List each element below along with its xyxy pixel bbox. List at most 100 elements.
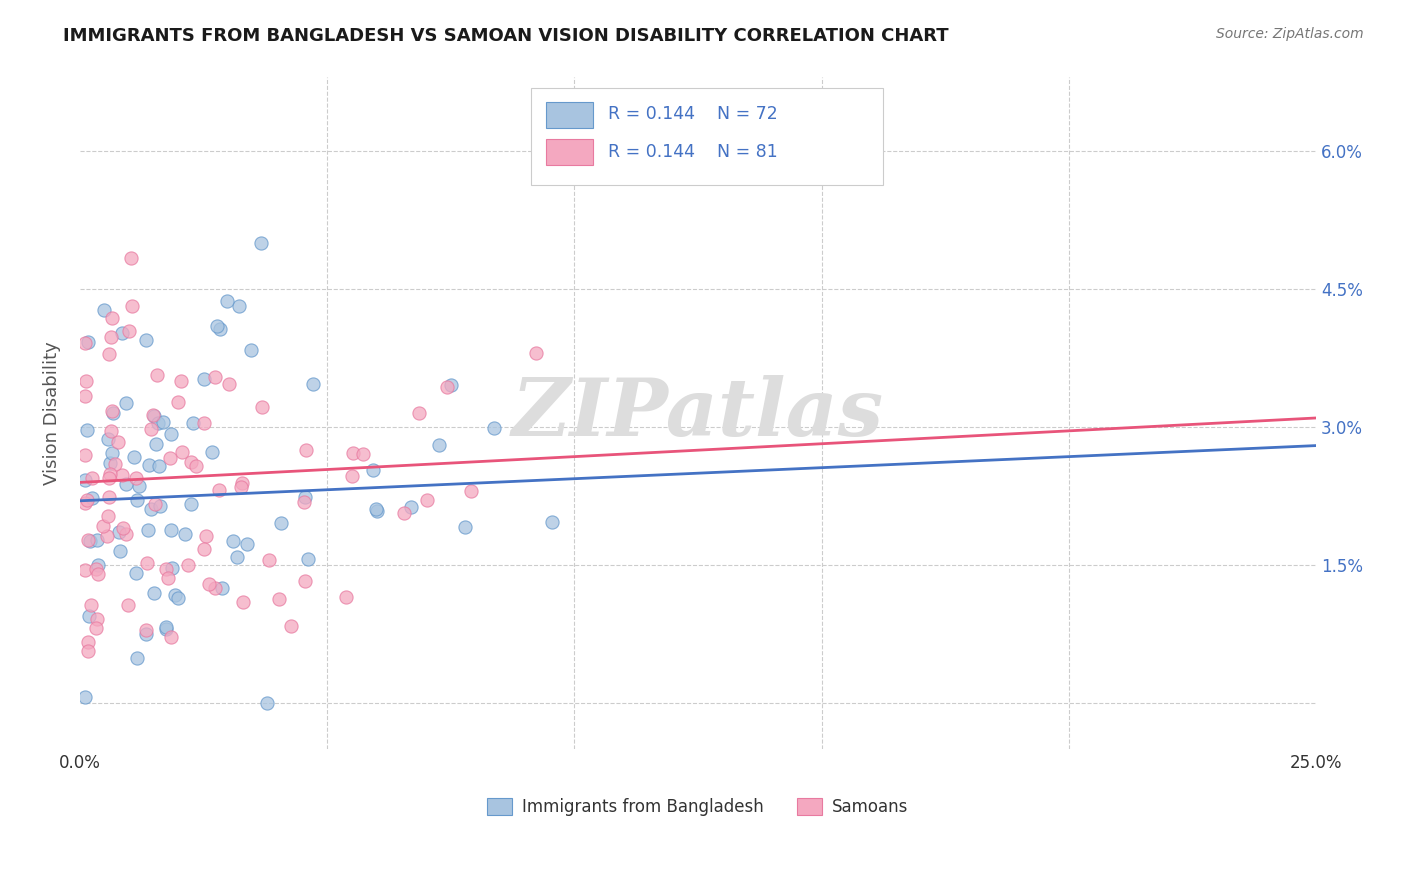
Text: R = 0.144    N = 81: R = 0.144 N = 81 [607, 143, 778, 161]
Point [135, 624, 157, 638]
Point [170, 444, 193, 458]
Point [101, 406, 124, 420]
Point [460, 484, 482, 499]
Point [294, 574, 316, 588]
Point [250, 401, 273, 415]
Point [193, 541, 215, 556]
Point [208, 483, 231, 498]
FancyBboxPatch shape [546, 103, 593, 128]
Point [257, 552, 280, 566]
Point [270, 516, 292, 530]
Point [80, 598, 103, 612]
Point [98, 456, 121, 470]
Point [146, 368, 169, 383]
Point [111, 521, 134, 535]
Point [76, 492, 98, 507]
Point [174, 527, 197, 541]
Point [79, 534, 101, 549]
Point [135, 627, 157, 641]
Point [165, 588, 187, 602]
Point [101, 446, 124, 460]
Point [86, 612, 108, 626]
Point [73, 690, 96, 704]
FancyBboxPatch shape [531, 87, 883, 185]
Point [107, 525, 129, 540]
Point [177, 558, 200, 573]
Point [127, 492, 149, 507]
Text: Source: ZipAtlas.com: Source: ZipAtlas.com [1216, 27, 1364, 41]
Point [294, 490, 316, 504]
Point [302, 376, 325, 391]
Point [111, 326, 134, 340]
Point [82, 471, 104, 485]
Point [136, 523, 159, 537]
Point [80, 491, 103, 505]
Point [75, 374, 97, 388]
Point [297, 551, 319, 566]
Point [86, 558, 108, 573]
Point [138, 458, 160, 472]
Point [141, 501, 163, 516]
Point [128, 479, 150, 493]
Point [117, 598, 139, 612]
Point [155, 562, 177, 576]
Point [84, 562, 107, 576]
Point [236, 537, 259, 551]
Point [139, 422, 162, 436]
Point [181, 417, 204, 431]
Point [77, 644, 100, 658]
Point [335, 590, 357, 604]
FancyBboxPatch shape [546, 139, 593, 165]
Point [232, 595, 254, 609]
Point [125, 650, 148, 665]
Point [125, 471, 148, 485]
Point [482, 421, 505, 435]
Point [98, 467, 121, 481]
Point [167, 395, 190, 409]
Point [73, 448, 96, 462]
Point [77, 334, 100, 349]
Point [73, 389, 96, 403]
Point [427, 438, 450, 452]
Point [149, 499, 172, 513]
Point [142, 408, 165, 422]
Point [167, 591, 190, 606]
Point [392, 506, 415, 520]
Point [205, 318, 228, 333]
Point [366, 502, 388, 516]
Point [439, 378, 461, 392]
Point [204, 369, 226, 384]
Point [76, 533, 98, 547]
Point [73, 563, 96, 577]
Point [98, 347, 121, 361]
Point [91, 519, 114, 533]
Point [160, 561, 183, 575]
Point [143, 586, 166, 600]
Point [280, 619, 302, 633]
Point [184, 458, 207, 473]
Point [107, 435, 129, 450]
Point [342, 445, 364, 459]
Point [201, 444, 224, 458]
Point [198, 576, 221, 591]
Point [180, 455, 202, 469]
Point [87, 567, 110, 582]
Point [104, 458, 127, 472]
Point [295, 442, 318, 457]
Point [228, 299, 250, 313]
Point [211, 581, 233, 595]
Point [97, 432, 120, 446]
Point [145, 436, 167, 450]
Point [217, 294, 239, 309]
Point [77, 635, 100, 649]
Y-axis label: Vision Disability: Vision Disability [44, 342, 60, 485]
Point [73, 496, 96, 510]
Point [204, 581, 226, 595]
Point [122, 450, 145, 464]
Point [100, 311, 122, 326]
Point [115, 396, 138, 410]
Point [96, 529, 118, 543]
Point [125, 566, 148, 580]
Point [399, 500, 422, 515]
Point [120, 252, 142, 266]
